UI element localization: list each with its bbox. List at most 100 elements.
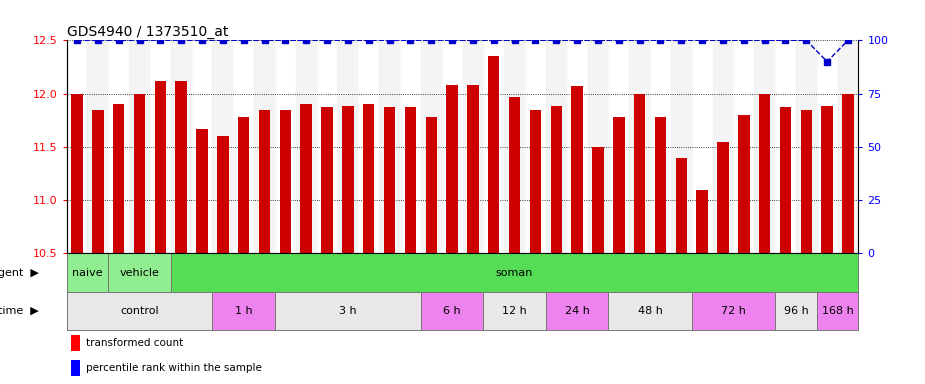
- Bar: [775, 40, 796, 253]
- Bar: [70, 335, 80, 351]
- Bar: [426, 117, 437, 253]
- Bar: [467, 85, 478, 253]
- Bar: [316, 40, 338, 253]
- Bar: [692, 40, 712, 253]
- Bar: [484, 40, 504, 253]
- Text: 12 h: 12 h: [502, 306, 527, 316]
- Bar: [609, 292, 692, 330]
- Bar: [837, 40, 858, 253]
- Bar: [754, 40, 775, 253]
- Bar: [363, 104, 375, 253]
- Bar: [171, 40, 191, 253]
- Bar: [504, 40, 525, 253]
- Bar: [655, 117, 666, 253]
- Bar: [196, 129, 208, 253]
- Bar: [421, 292, 484, 330]
- Bar: [441, 40, 462, 253]
- Text: 1 h: 1 h: [235, 306, 253, 316]
- Bar: [447, 85, 458, 253]
- Bar: [421, 40, 441, 253]
- Bar: [71, 94, 82, 253]
- Bar: [379, 40, 400, 253]
- Bar: [572, 86, 583, 253]
- Bar: [587, 40, 609, 253]
- Bar: [843, 94, 854, 253]
- Bar: [217, 136, 228, 253]
- Text: 168 h: 168 h: [821, 306, 854, 316]
- Bar: [130, 40, 150, 253]
- Bar: [301, 104, 312, 253]
- Bar: [717, 142, 729, 253]
- Bar: [484, 292, 546, 330]
- Bar: [296, 40, 316, 253]
- Bar: [734, 40, 754, 253]
- Bar: [108, 253, 171, 292]
- Bar: [321, 108, 333, 253]
- Text: GDS4940 / 1373510_at: GDS4940 / 1373510_at: [67, 25, 228, 39]
- Bar: [171, 253, 858, 292]
- Bar: [817, 292, 858, 330]
- Bar: [233, 40, 254, 253]
- Bar: [796, 40, 817, 253]
- Bar: [671, 40, 692, 253]
- Bar: [546, 292, 609, 330]
- Bar: [629, 40, 650, 253]
- Bar: [675, 157, 687, 253]
- Bar: [67, 253, 108, 292]
- Bar: [634, 94, 646, 253]
- Bar: [92, 109, 104, 253]
- Bar: [259, 109, 270, 253]
- Bar: [712, 40, 734, 253]
- Text: 3 h: 3 h: [339, 306, 357, 316]
- Text: percentile rank within the sample: percentile rank within the sample: [86, 363, 263, 373]
- Text: time  ▶: time ▶: [0, 306, 39, 316]
- Bar: [358, 40, 379, 253]
- Bar: [609, 40, 629, 253]
- Bar: [191, 40, 213, 253]
- Bar: [67, 292, 213, 330]
- Bar: [275, 40, 296, 253]
- Bar: [692, 292, 775, 330]
- Bar: [592, 147, 604, 253]
- Bar: [758, 94, 771, 253]
- Bar: [780, 108, 791, 253]
- Bar: [738, 115, 749, 253]
- Bar: [400, 40, 421, 253]
- Bar: [338, 40, 358, 253]
- Bar: [567, 40, 587, 253]
- Bar: [775, 292, 817, 330]
- Bar: [275, 292, 421, 330]
- Bar: [67, 40, 88, 253]
- Text: soman: soman: [496, 268, 534, 278]
- Bar: [800, 109, 812, 253]
- Bar: [509, 97, 521, 253]
- Bar: [650, 40, 671, 253]
- Text: 72 h: 72 h: [721, 306, 746, 316]
- Bar: [613, 117, 624, 253]
- Text: 6 h: 6 h: [443, 306, 461, 316]
- Bar: [546, 40, 567, 253]
- Text: 96 h: 96 h: [783, 306, 808, 316]
- Bar: [213, 292, 275, 330]
- Bar: [550, 106, 562, 253]
- Bar: [821, 106, 832, 253]
- Bar: [404, 108, 416, 253]
- Bar: [213, 40, 233, 253]
- Bar: [342, 106, 353, 253]
- Bar: [530, 109, 541, 253]
- Bar: [176, 81, 187, 253]
- Bar: [113, 104, 125, 253]
- Bar: [525, 40, 546, 253]
- Bar: [817, 40, 837, 253]
- Bar: [70, 360, 80, 376]
- Text: control: control: [120, 306, 159, 316]
- Bar: [279, 109, 291, 253]
- Bar: [254, 40, 275, 253]
- Bar: [134, 94, 145, 253]
- Text: agent  ▶: agent ▶: [0, 268, 39, 278]
- Bar: [88, 40, 108, 253]
- Text: 24 h: 24 h: [564, 306, 589, 316]
- Bar: [150, 40, 171, 253]
- Bar: [384, 108, 395, 253]
- Text: transformed count: transformed count: [86, 338, 184, 348]
